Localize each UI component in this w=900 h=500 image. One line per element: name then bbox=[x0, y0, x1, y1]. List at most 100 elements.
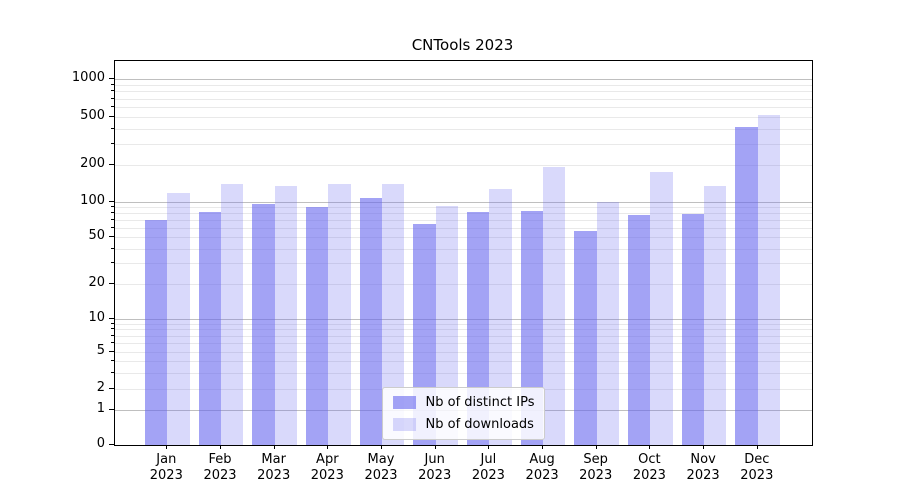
y-tick-label-20: 20 bbox=[88, 275, 105, 291]
bar-ips-jul bbox=[467, 212, 490, 445]
legend-label-distinct-ips: Nb of distinct IPs bbox=[425, 395, 535, 410]
x-tick-month: Mar bbox=[261, 452, 286, 467]
x-tick-label-oct: Oct 2023 bbox=[633, 452, 666, 484]
y-tick-mark bbox=[109, 283, 114, 285]
y-minor-tick-mark bbox=[111, 97, 114, 99]
x-tick-mark bbox=[542, 445, 544, 449]
y-minor-tick-mark bbox=[111, 218, 114, 220]
x-tick-month: May bbox=[367, 452, 395, 467]
y-minor-tick-mark bbox=[111, 84, 114, 85]
x-tick-year: 2023 bbox=[257, 468, 291, 483]
x-tick-label-apr: Apr 2023 bbox=[311, 452, 344, 484]
x-tick-year: 2023 bbox=[740, 468, 774, 483]
y-tick-label-2: 2 bbox=[96, 380, 105, 396]
x-tick-year: 2023 bbox=[203, 468, 237, 483]
y-tick-label-1000: 1000 bbox=[71, 70, 105, 86]
x-tick-mark bbox=[595, 445, 597, 449]
y-tick-label-10: 10 bbox=[88, 309, 105, 325]
x-tick-year: 2023 bbox=[632, 468, 666, 483]
y-minor-tick-mark bbox=[111, 371, 114, 373]
y-tick-mark bbox=[109, 409, 114, 411]
y-minor-tick-mark bbox=[111, 322, 114, 324]
x-tick-mark bbox=[381, 445, 382, 449]
gridline-700 bbox=[115, 98, 812, 100]
y-minor-tick-mark bbox=[111, 334, 114, 336]
x-tick-year: 2023 bbox=[525, 468, 559, 483]
bar-downloads-jun bbox=[435, 205, 459, 445]
y-tick-mark bbox=[109, 444, 114, 445]
x-tick-label-mar: Mar 2023 bbox=[257, 452, 290, 484]
bar-ips-dec bbox=[735, 126, 758, 445]
bar-ips-feb bbox=[198, 211, 221, 445]
x-tick-label-jan: Jan 2023 bbox=[150, 452, 183, 484]
x-tick-label-dec: Dec 2023 bbox=[740, 452, 773, 484]
gridline-800 bbox=[115, 91, 812, 93]
x-tick-year: 2023 bbox=[686, 468, 720, 483]
x-tick-year: 2023 bbox=[418, 468, 452, 483]
y-tick-mark bbox=[109, 78, 114, 80]
plot-area: Nb of distinct IPs Nb of downloads bbox=[114, 60, 813, 446]
chart-title: CNTools 2023 bbox=[411, 36, 514, 54]
x-tick-mark bbox=[488, 445, 490, 449]
x-tick-label-nov: Nov 2023 bbox=[687, 452, 720, 484]
x-tick-month: Jan bbox=[156, 452, 177, 467]
x-tick-mark bbox=[220, 445, 221, 449]
bar-downloads-nov bbox=[704, 185, 727, 445]
gridline-900 bbox=[115, 85, 812, 86]
x-tick-label-may: May 2023 bbox=[364, 452, 397, 484]
x-tick-month: Aug bbox=[529, 452, 555, 467]
bar-downloads-jul bbox=[489, 188, 512, 445]
x-tick-label-feb: Feb 2023 bbox=[203, 452, 236, 484]
bar-ips-mar bbox=[252, 204, 275, 445]
legend: Nb of distinct IPs Nb of downloads bbox=[381, 387, 546, 440]
bar-downloads-mar bbox=[274, 185, 298, 445]
y-tick-mark bbox=[109, 351, 114, 352]
y-minor-tick-mark bbox=[111, 127, 114, 129]
x-tick-month: Oct bbox=[638, 452, 661, 467]
y-tick-label-5: 5 bbox=[96, 343, 105, 358]
gridline-200 bbox=[115, 165, 812, 167]
y-tick-mark bbox=[109, 317, 114, 319]
y-tick-label-200: 200 bbox=[80, 156, 105, 172]
x-tick-label-jul: Jul 2023 bbox=[472, 452, 505, 484]
y-tick-label-1: 1 bbox=[96, 401, 105, 417]
bar-downloads-jan bbox=[167, 193, 190, 445]
x-tick-year: 2023 bbox=[364, 468, 398, 483]
y-tick-label-500: 500 bbox=[80, 107, 105, 123]
legend-label-downloads: Nb of downloads bbox=[425, 417, 534, 432]
x-tick-month: Apr bbox=[316, 452, 339, 467]
bar-ips-sep bbox=[574, 231, 597, 445]
y-minor-tick-mark bbox=[111, 212, 114, 214]
x-tick-month: Sep bbox=[583, 452, 608, 467]
bar-downloads-may bbox=[382, 184, 405, 445]
bar-ips-aug bbox=[520, 210, 544, 445]
y-minor-tick-mark bbox=[111, 105, 114, 107]
legend-row: Nb of downloads bbox=[392, 416, 535, 433]
bar-downloads-aug bbox=[543, 166, 566, 445]
bar-ips-nov bbox=[681, 214, 705, 445]
x-tick-year: 2023 bbox=[471, 468, 505, 483]
y-minor-tick-mark bbox=[111, 226, 114, 228]
x-tick-mark bbox=[649, 445, 651, 449]
x-tick-mark bbox=[434, 445, 436, 449]
x-tick-month: Jul bbox=[480, 452, 497, 467]
x-tick-month: Feb bbox=[208, 452, 232, 467]
bar-ips-apr bbox=[305, 206, 329, 445]
y-minor-tick-mark bbox=[111, 206, 114, 208]
legend-row: Nb of distinct IPs bbox=[392, 394, 535, 411]
x-tick-year: 2023 bbox=[310, 468, 344, 483]
gridline-600 bbox=[115, 106, 812, 108]
x-tick-month: Dec bbox=[744, 452, 770, 467]
bar-downloads-apr bbox=[328, 183, 351, 445]
x-tick-mark bbox=[166, 445, 168, 449]
x-tick-month: Nov bbox=[690, 452, 716, 467]
gridline-300 bbox=[115, 143, 812, 145]
bar-downloads-oct bbox=[650, 171, 673, 445]
bar-ips-oct bbox=[628, 215, 651, 445]
y-minor-tick-mark bbox=[111, 247, 114, 249]
y-tick-mark bbox=[109, 164, 114, 166]
y-minor-tick-mark bbox=[111, 360, 114, 362]
gridline-500 bbox=[115, 116, 812, 118]
x-tick-label-jun: Jun 2023 bbox=[418, 452, 451, 484]
bar-downloads-sep bbox=[596, 201, 620, 445]
